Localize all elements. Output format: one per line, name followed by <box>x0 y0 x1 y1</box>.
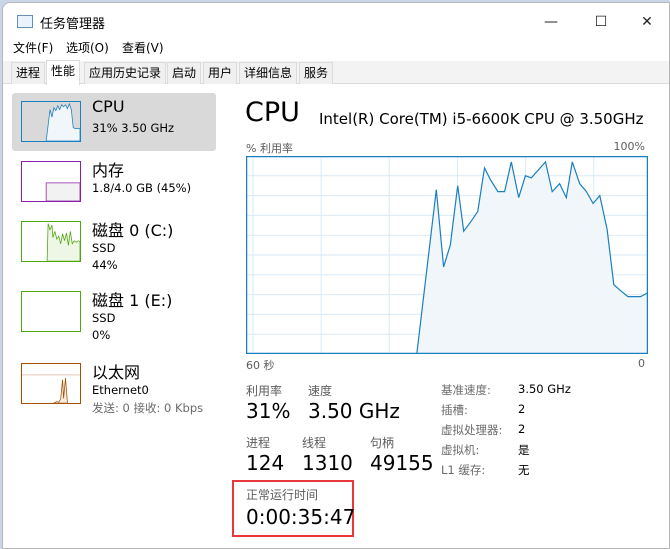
sidebar-subtitle: SSD <box>92 311 116 325</box>
cpu-thumbnail-graph <box>21 101 81 142</box>
sidebar-item-memory[interactable]: 内存 1.8/4.0 GB (45%) <box>12 153 216 211</box>
spec-value: 2 <box>518 422 526 436</box>
sidebar-subtitle: Ethernet0 <box>92 383 149 397</box>
minimize-button[interactable]: — <box>544 14 558 30</box>
sidebar-subtitle: 1.8/4.0 GB (45%) <box>92 181 192 195</box>
sidebar-item-disk-0[interactable]: 磁盘 0 (C:) SSD 44% <box>12 213 216 272</box>
chart-ymax-label: 100% <box>613 140 645 153</box>
tab-processes[interactable]: 进程 <box>11 62 46 84</box>
uptime-highlight-box <box>232 480 354 537</box>
title-bar: 任务管理器 — ☐ ✕ <box>3 3 669 41</box>
handles-value: 49155 <box>370 451 434 475</box>
chart-border <box>246 156 648 354</box>
sidebar-value: 44% <box>92 258 118 272</box>
sidebar-subtitle: SSD <box>92 241 116 255</box>
chart-ylabel: % 利用率 <box>246 142 293 155</box>
spec-label: 插槽: <box>441 403 468 417</box>
page-title: CPU <box>245 97 300 128</box>
tab-bar: 进程 性能 应用历史记录 启动 用户 详细信息 服务 <box>3 60 669 85</box>
utilization-value: 31% <box>246 399 291 423</box>
speed-label: 速度 <box>308 384 333 398</box>
uptime-value: 0:00:35:47 <box>246 505 356 529</box>
ethernet-thumbnail-graph <box>21 363 81 404</box>
chart-xmax-label: 0 <box>638 357 645 370</box>
tab-app-history[interactable]: 应用历史记录 <box>84 62 167 84</box>
spec-value: 2 <box>518 402 526 416</box>
disk1-thumbnail-graph <box>21 291 81 332</box>
menu-file[interactable]: 文件(F) <box>13 41 54 55</box>
sidebar-item-cpu[interactable]: CPU 31% 3.50 GHz <box>12 93 216 151</box>
threads-value: 1310 <box>302 451 353 475</box>
processes-value: 124 <box>246 451 285 475</box>
cpu-area-fill <box>246 161 648 354</box>
sidebar-title: 内存 <box>92 161 125 180</box>
tab-performance[interactable]: 性能 <box>46 60 81 85</box>
sidebar-item-disk-1[interactable]: 磁盘 1 (E:) SSD 0% <box>12 283 216 342</box>
uptime-label: 正常运行时间 <box>246 488 319 502</box>
window-title: 任务管理器 <box>40 17 106 32</box>
cpu-model: Intel(R) Core(TM) i5-6600K CPU @ 3.50GHz <box>319 110 644 128</box>
processes-label: 进程 <box>246 436 271 450</box>
spec-label: L1 缓存: <box>441 463 486 477</box>
spec-value: 3.50 GHz <box>518 382 571 396</box>
maximize-button[interactable]: ☐ <box>594 14 608 30</box>
handles-label: 句柄 <box>370 436 395 450</box>
spec-value: 无 <box>518 463 530 477</box>
memory-thumbnail-graph <box>21 161 81 202</box>
sidebar-value: 0% <box>92 328 111 342</box>
tab-startup[interactable]: 启动 <box>167 62 202 84</box>
spec-value: 是 <box>518 443 530 457</box>
sidebar-subtitle: 31% 3.50 GHz <box>92 121 175 135</box>
spec-label: 基准速度: <box>441 383 491 397</box>
sidebar-value: 发送: 0 接收: 0 Kbps <box>92 401 204 415</box>
cpu-utilization-chart <box>246 156 648 354</box>
sidebar-title: CPU <box>92 97 125 116</box>
menu-view[interactable]: 查看(V) <box>122 41 164 55</box>
menu-options[interactable]: 选项(O) <box>66 41 109 55</box>
sidebar-title: 磁盘 1 (E:) <box>92 291 173 310</box>
tab-details[interactable]: 详细信息 <box>239 62 298 84</box>
sidebar-item-ethernet[interactable]: 以太网 Ethernet0 发送: 0 接收: 0 Kbps <box>12 355 216 415</box>
app-icon <box>17 15 33 28</box>
spec-label: 虚拟处理器: <box>441 423 503 437</box>
threads-label: 线程 <box>302 436 327 450</box>
disk0-thumbnail-graph <box>21 221 81 262</box>
speed-value: 3.50 GHz <box>308 399 400 423</box>
close-button[interactable]: ✕ <box>641 14 653 30</box>
tab-users[interactable]: 用户 <box>203 62 238 84</box>
sidebar-title: 磁盘 0 (C:) <box>92 221 174 240</box>
tab-services[interactable]: 服务 <box>299 62 334 84</box>
utilization-label: 利用率 <box>246 384 283 398</box>
sidebar-title: 以太网 <box>92 363 141 382</box>
spec-label: 虚拟机: <box>441 443 480 457</box>
chart-xmin-label: 60 秒 <box>246 359 275 372</box>
